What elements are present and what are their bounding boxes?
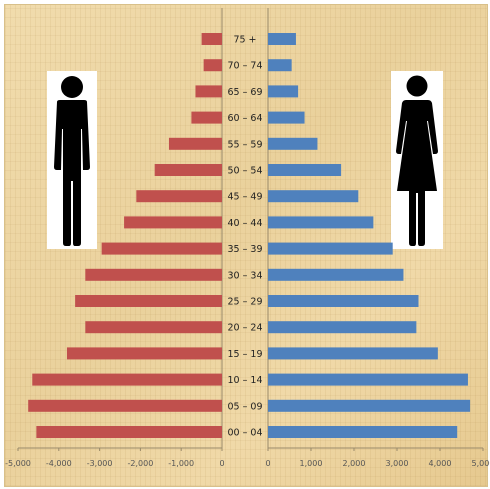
- female-bar: [268, 242, 393, 255]
- right-axis-tick-label: 0: [265, 459, 270, 468]
- age-group-label: 15 – 19: [228, 349, 263, 360]
- female-bar: [268, 373, 468, 386]
- male-bar: [136, 190, 222, 203]
- male-bar: [66, 347, 223, 360]
- male-silhouette-icon: [47, 71, 97, 249]
- left-axis-tick-label: -4,000: [46, 459, 72, 468]
- male-bar: [85, 268, 222, 281]
- age-group-label: 45 – 49: [228, 192, 263, 203]
- female-bar: [268, 33, 296, 45]
- male-bar: [32, 373, 222, 386]
- male-bar: [36, 426, 222, 438]
- male-bar: [168, 137, 222, 150]
- female-bar: [268, 321, 417, 334]
- female-bar: [268, 347, 438, 360]
- left-axis-tick-label: 0: [219, 459, 224, 468]
- left-axis-tick-label: -5,000: [5, 459, 31, 468]
- left-axis-tick-label: -2,000: [128, 459, 154, 468]
- age-group-label: 65 – 69: [228, 87, 263, 98]
- male-bar: [203, 59, 222, 72]
- male-bar: [75, 295, 223, 307]
- female-bar: [268, 85, 299, 98]
- male-bar: [85, 321, 222, 334]
- age-group-label: 75 +: [233, 35, 256, 46]
- male-bar: [191, 111, 222, 124]
- age-group-label: 00 – 04: [228, 428, 263, 439]
- female-bar: [268, 268, 404, 281]
- age-group-label: 10 – 14: [228, 375, 263, 386]
- right-axis-tick-label: 3,000: [386, 459, 409, 468]
- age-group-label: 35 – 39: [228, 244, 263, 255]
- male-bar: [28, 399, 223, 412]
- female-bar: [268, 216, 374, 229]
- female-bar: [268, 59, 292, 72]
- female-bar: [268, 111, 305, 124]
- left-axis-tick-label: -1,000: [168, 459, 194, 468]
- age-group-label: 25 – 29: [228, 297, 263, 308]
- female-bar: [268, 164, 342, 176]
- age-group-label: 05 – 09: [228, 401, 263, 412]
- male-bar: [154, 164, 222, 176]
- age-group-label: 55 – 59: [228, 139, 263, 150]
- right-axis-tick-label: 2,000: [343, 459, 366, 468]
- male-bar: [101, 242, 222, 255]
- left-axis-tick-label: -3,000: [87, 459, 113, 468]
- male-silhouette-graphic: [54, 76, 90, 246]
- age-group-label: 30 – 34: [228, 270, 263, 281]
- female-bar: [268, 137, 318, 150]
- male-bar: [124, 216, 222, 229]
- age-group-label: 20 – 24: [228, 323, 263, 334]
- right-axis-tick-label: 5,000: [472, 459, 490, 468]
- female-silhouette-graphic: [396, 75, 438, 246]
- male-bar: [195, 85, 222, 98]
- age-group-label: 50 – 54: [228, 166, 263, 177]
- right-axis-tick-label: 4,000: [429, 459, 452, 468]
- female-bar: [268, 190, 359, 203]
- male-bar: [201, 33, 222, 45]
- female-bar: [268, 399, 471, 412]
- female-bar: [268, 426, 458, 438]
- age-group-label: 70 – 74: [228, 61, 263, 72]
- right-axis-tick-label: 1,000: [300, 459, 323, 468]
- age-group-label: 40 – 44: [228, 218, 263, 229]
- female-bar: [268, 295, 419, 307]
- female-silhouette-icon: [391, 71, 443, 249]
- age-group-label: 60 – 64: [228, 113, 263, 124]
